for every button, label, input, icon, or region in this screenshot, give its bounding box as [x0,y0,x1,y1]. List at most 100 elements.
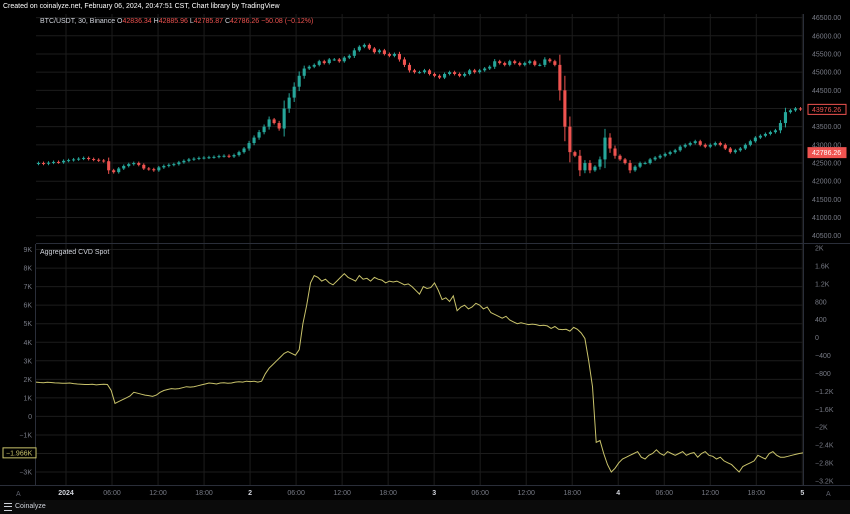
candle-body [718,143,722,145]
candle-body [137,163,141,165]
legend-open-label: O [117,18,123,25]
cvd-left-tick: 7K [23,284,32,291]
candle-body [578,155,582,171]
time-tick-label: 12:00 [702,490,720,497]
candle-body [182,160,186,163]
candle-body [342,57,346,62]
candle-body [673,150,677,153]
candle-body [242,148,246,153]
candle-body [488,66,492,69]
candle-body [92,159,96,161]
time-tick-label: 06:00 [103,490,121,497]
price-tick-label: 46000.00 [812,33,841,40]
candle-body [733,150,737,153]
candle-body [618,155,622,160]
candle-body [77,158,81,160]
candle-body [282,108,286,129]
brand-logo[interactable]: Coinalyze [4,500,46,514]
candle-body [97,159,101,161]
time-tick-label: 18:00 [748,490,766,497]
candle-body [222,155,226,157]
legend-high-label: H [153,18,159,25]
candle-body [493,61,497,67]
price-tick-label: 45500.00 [812,51,841,58]
candle-body [162,165,166,168]
header-text: Created on coinalyze.net, February 06, 2… [3,3,280,10]
candle-body [728,148,732,153]
candle-body [678,146,682,151]
footer-bar: Coinalyze [0,500,850,514]
candle-body [508,61,512,65]
candle-body [412,70,417,73]
candle-body [593,166,597,171]
candle-body [548,59,552,62]
candle-body [347,55,351,58]
cvd-left-tick: 3K [23,358,32,365]
candle-body [473,70,477,73]
cvd-legend: Aggregated CVD Spot [40,249,109,256]
candle-body [212,156,216,158]
candle-body [623,159,627,164]
candle-body [252,137,256,144]
candle-body [277,123,281,129]
time-tick-label: 2 [248,490,252,497]
cvd-right-tick: −3.2K [815,479,834,486]
candle-body [157,167,161,171]
price-legend: BTC/USDT, 30, Binance O42836.34 H42885.9… [40,18,313,25]
candle-body [197,157,201,159]
candle-body [292,86,296,98]
price-tick-label: 46500.00 [812,15,841,22]
candle-body [397,53,402,60]
candle-body [443,73,447,78]
candle-body [658,155,662,158]
candle-body [51,161,56,163]
cvd-right-tick: −1.6K [815,407,834,414]
candle-body [608,137,612,149]
brand-name: Coinalyze [15,503,46,510]
candle-body [82,157,86,159]
candle-body [613,148,617,156]
candle-body [598,159,602,167]
cvd-left-tick: 9K [23,247,32,254]
candle-body [307,66,311,69]
candle-body [798,108,803,110]
candle-body [202,157,206,159]
candle-body [688,143,692,145]
time-tick-label: 18:00 [563,490,581,497]
candle-body [768,132,772,134]
candle-body [693,141,697,144]
cvd-right-tick: −800 [815,371,831,378]
candle-body [102,160,106,162]
cvd-current-box [2,447,37,459]
candle-body [483,68,487,71]
candle-body [352,50,356,56]
candle-body [437,75,442,78]
candle-body [227,155,231,157]
candle-body [703,144,707,147]
symbol-label: BTC/USDT, 30, Binance [40,18,116,25]
candle-body [743,144,747,149]
candle-body [287,97,291,109]
candle-body [563,90,567,127]
candle-body [738,148,742,151]
candle-body [367,44,371,49]
candle-body [758,135,762,138]
candle-body [72,159,76,161]
price-tick-label: 42500.00 [812,161,841,168]
cvd-left-tick: −1K [19,432,32,439]
candle-body [107,161,111,171]
auto-scale-icon: A [826,491,831,498]
candle-body [172,164,176,166]
candle-body [568,126,572,153]
cvd-left-tick: 2K [23,377,32,384]
legend-low: 42785.87 [193,18,223,25]
cvd-right-tick: −2K [815,425,828,432]
time-tick-label: 2024 [58,490,74,497]
candle-body [583,163,587,171]
candle-body [698,141,702,145]
candle-body [783,112,788,124]
candle-body [357,46,361,51]
candle-body [538,64,542,66]
price-tick-label: 42000.00 [812,179,841,186]
